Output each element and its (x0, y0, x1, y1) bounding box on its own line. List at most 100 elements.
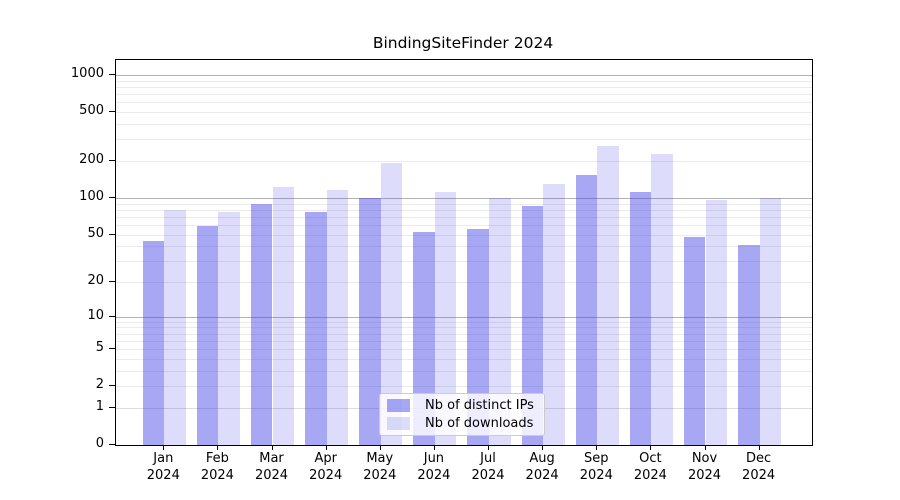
y-tick (109, 233, 115, 235)
legend-item-downloads: Nb of downloads (380, 416, 544, 431)
x-tick-label: Apr 2024 (309, 451, 343, 483)
bar-downloads-mar (272, 186, 295, 445)
x-tick (271, 445, 273, 450)
bar-ips-dec (738, 244, 760, 445)
bar-downloads-nov (705, 199, 728, 445)
y-tick (109, 348, 115, 350)
x-tick-label: Jun 2024 (417, 451, 451, 483)
bar-ips-feb (196, 225, 219, 445)
gridline-minor (116, 209, 812, 211)
y-tick-label: 500 (79, 103, 104, 119)
y-tick (109, 281, 115, 282)
gridline-minor (116, 246, 812, 248)
x-tick (433, 445, 435, 450)
x-tick (704, 445, 706, 450)
gridline-minor (116, 370, 812, 372)
x-tick-label: Oct 2024 (633, 451, 667, 483)
bar-ips-aug (521, 205, 544, 445)
x-tick-label: Sep 2024 (579, 451, 613, 483)
gridline-major (116, 197, 812, 199)
y-tick-label: 0 (95, 436, 104, 451)
y-tick-label: 5 (95, 340, 104, 356)
y-tick (109, 160, 115, 161)
gridline-minor (116, 327, 812, 329)
x-tick-label: Nov 2024 (687, 451, 722, 483)
gridline-minor (116, 358, 812, 360)
gridline-minor (116, 224, 812, 226)
gridline-minor (116, 333, 812, 335)
y-tick-label: 1 (95, 398, 104, 414)
bar-ips-mar (250, 204, 273, 445)
y-tick (109, 444, 115, 445)
bar-ips-apr (305, 212, 327, 445)
gridline-minor (116, 203, 812, 205)
y-tick-label: 10 (87, 307, 104, 323)
x-tick (542, 445, 544, 450)
bar-downloads-oct (651, 153, 673, 445)
gridline-minor (116, 261, 812, 263)
legend: Nb of distinct IPs Nb of downloads (379, 393, 545, 436)
bar-ips-oct (629, 192, 652, 445)
gridline-minor (116, 139, 812, 141)
gridline-major (116, 316, 812, 318)
y-tick-label: 50 (87, 225, 104, 241)
bar-ips-jan (142, 241, 165, 445)
x-tick (758, 445, 760, 450)
gridline-minor (116, 80, 812, 82)
gridline-minor (116, 94, 812, 96)
x-tick (650, 445, 652, 450)
x-tick-label: May 2024 (363, 451, 397, 483)
gridline-minor (116, 124, 812, 125)
x-tick (379, 445, 381, 450)
bar-ips-jun (413, 232, 435, 445)
x-tick-label: Jul 2024 (471, 451, 505, 483)
gridlines-layer (116, 60, 812, 445)
bar-downloads-feb (218, 211, 240, 445)
x-tick-label: Aug 2024 (525, 451, 559, 483)
bar-downloads-jul (489, 197, 511, 445)
bar-downloads-aug (543, 183, 565, 445)
legend-label-downloads: Nb of downloads (425, 416, 534, 431)
bar-downloads-sep (597, 146, 619, 445)
x-tick-label: Jan 2024 (146, 451, 180, 483)
x-tick (488, 445, 489, 450)
bar-ips-jul (467, 228, 489, 445)
y-tick (109, 196, 115, 198)
bar-downloads-dec (759, 198, 782, 445)
gridline-major (116, 75, 812, 77)
y-tick (109, 74, 115, 76)
y-tick (109, 406, 115, 408)
bar-ips-may (359, 197, 381, 445)
legend-label-distinct-ips: Nb of distinct IPs (425, 398, 534, 413)
y-tick (109, 385, 115, 387)
x-tick (217, 445, 219, 450)
y-tick-label: 20 (87, 273, 104, 288)
y-tick-label: 200 (79, 152, 104, 167)
gridline-minor (116, 87, 812, 88)
bar-ips-sep (575, 174, 598, 445)
x-tick (596, 445, 598, 450)
y-tick-label: 2 (95, 377, 104, 393)
gridline-minor (116, 340, 812, 342)
bar-downloads-may (380, 163, 403, 445)
gridline-minor (116, 386, 812, 388)
bar-ips-nov (683, 236, 706, 445)
y-tick-label: 100 (79, 188, 104, 204)
gridline-minor (116, 234, 812, 236)
chart-title: BindingSiteFinder 2024 (372, 34, 554, 52)
y-tick (109, 111, 115, 113)
legend-swatch-downloads (387, 417, 410, 430)
gridline-minor (116, 216, 812, 218)
x-tick-label: Dec 2024 (742, 451, 776, 483)
gridline-minor (116, 349, 812, 351)
y-tick-label: 1000 (70, 66, 104, 82)
plot-area: Nb of distinct IPs Nb of downloads (115, 59, 813, 446)
bar-downloads-apr (326, 190, 349, 445)
x-tick (163, 445, 165, 450)
gridline-minor (116, 161, 812, 162)
gridline-minor (116, 321, 812, 323)
x-tick (325, 445, 327, 450)
gridline-minor (116, 112, 812, 114)
gridline-minor (116, 282, 812, 283)
